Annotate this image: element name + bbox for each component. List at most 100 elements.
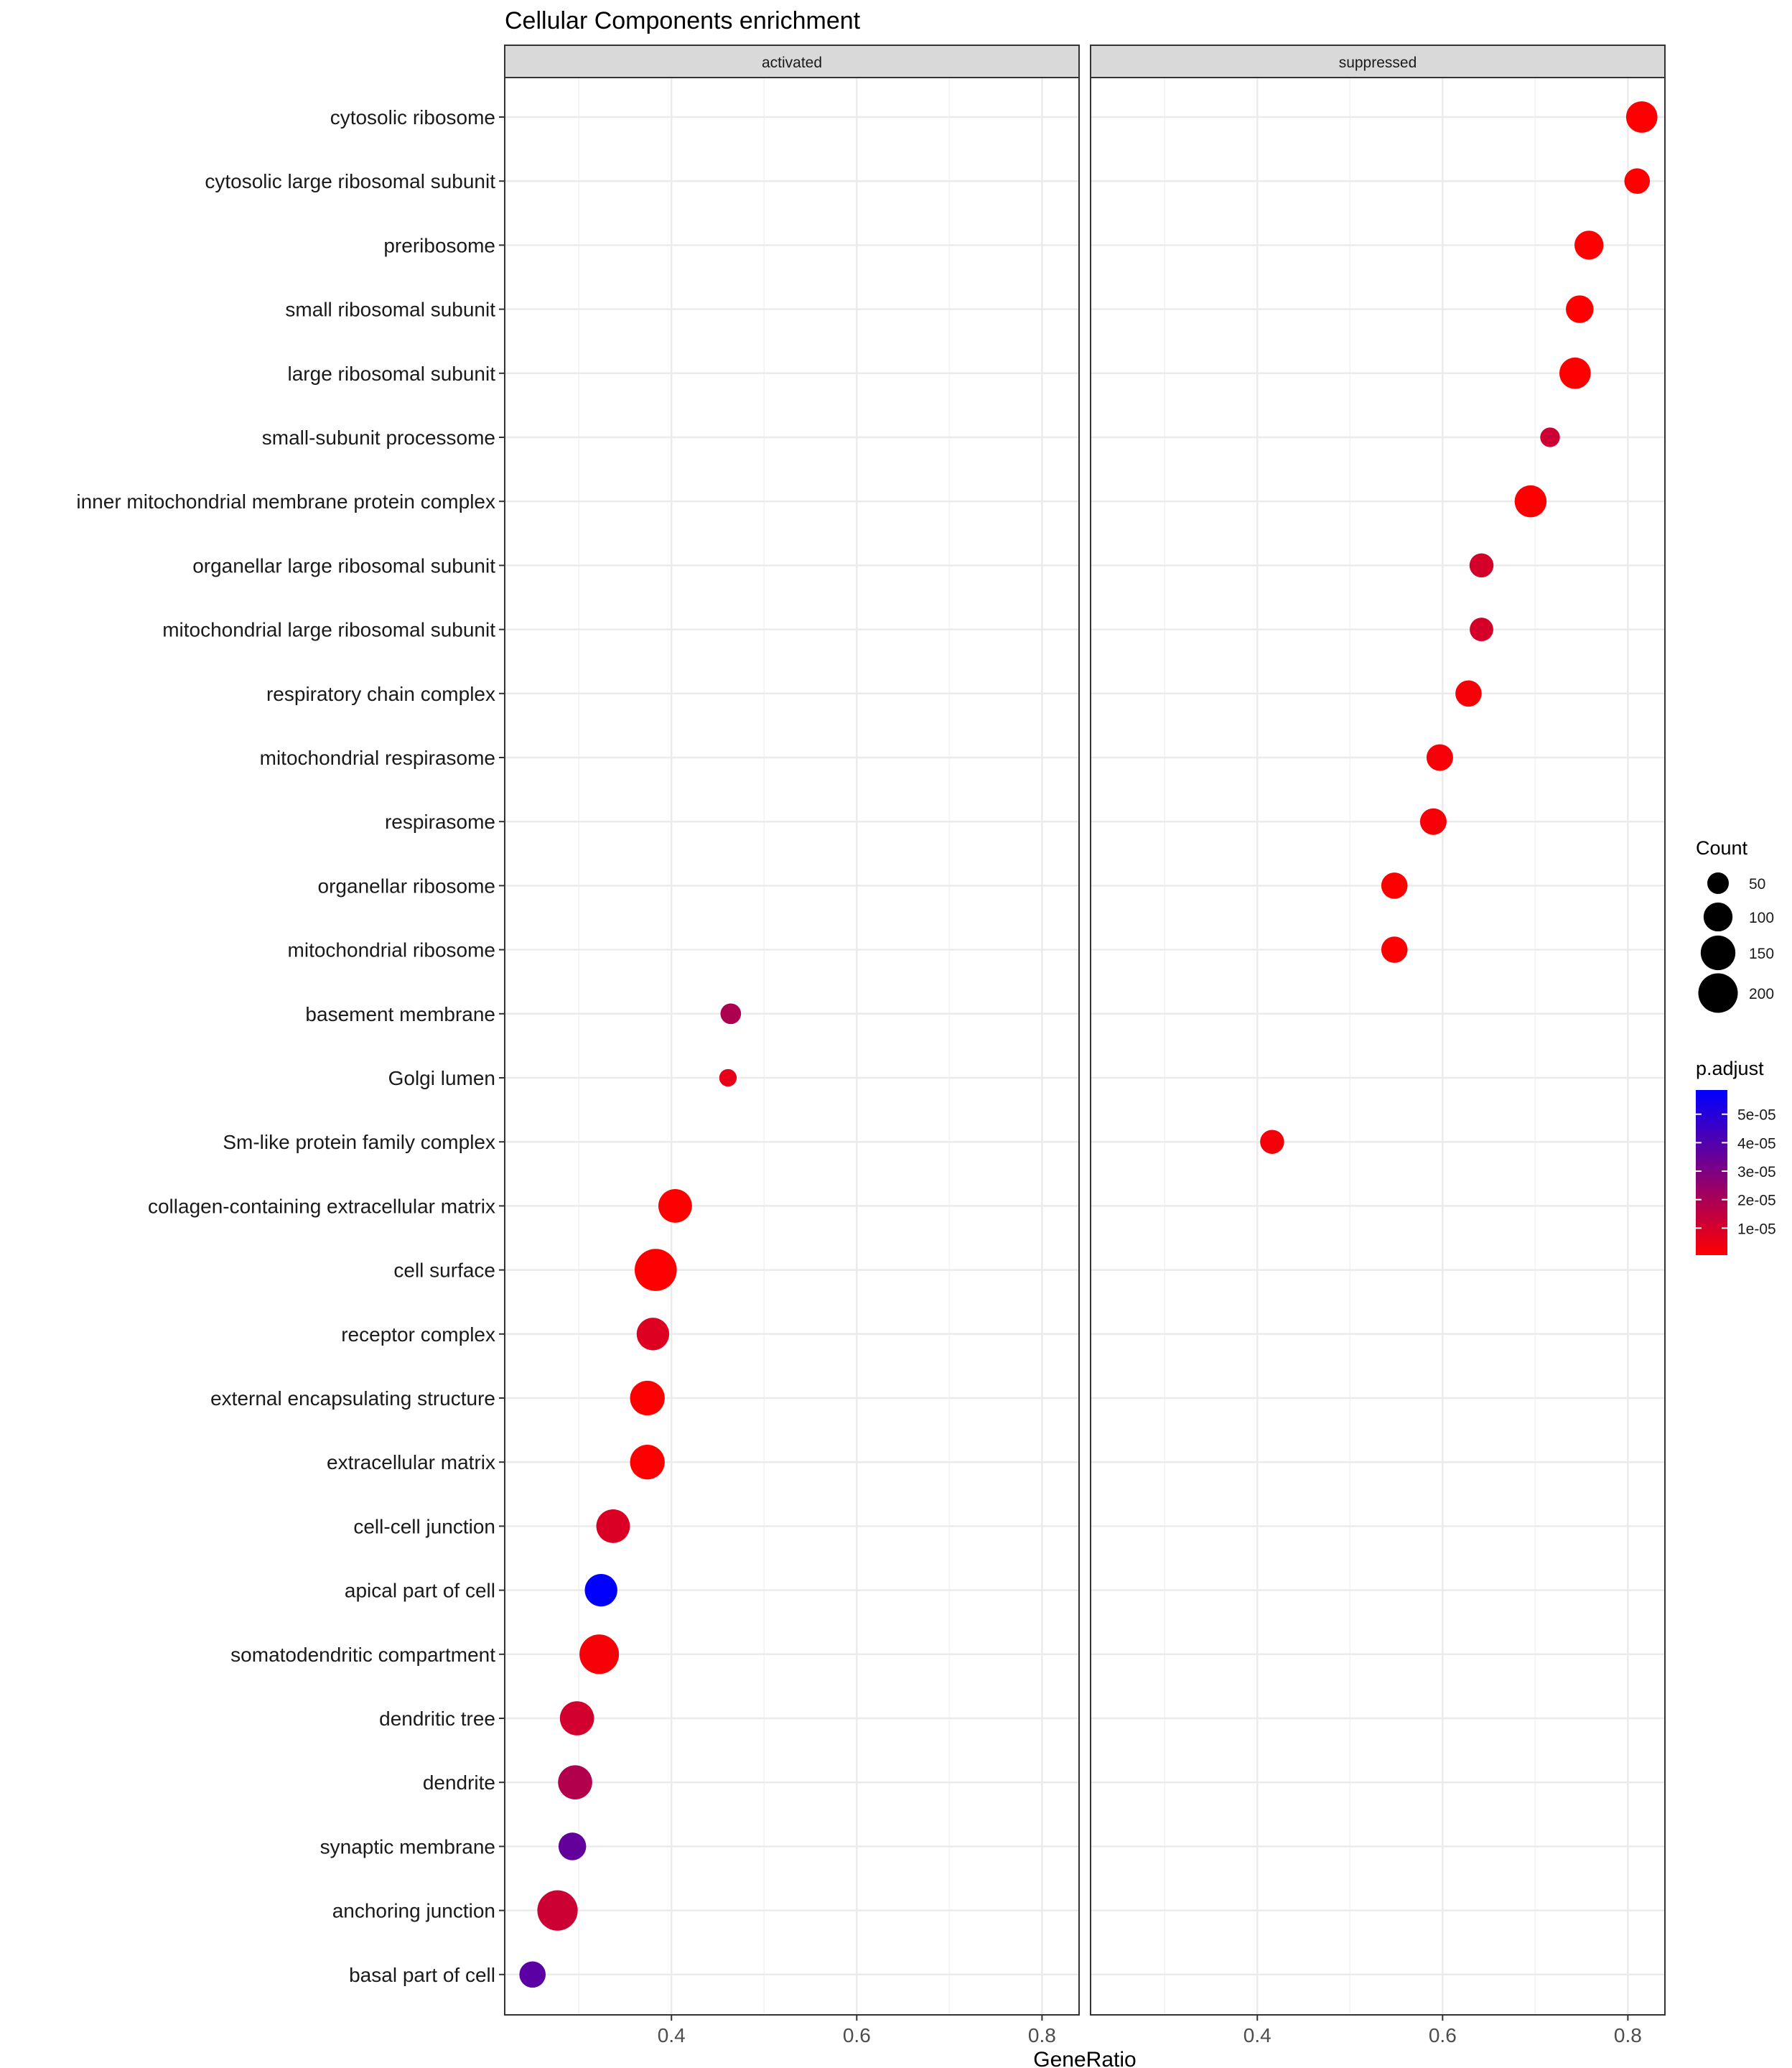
x-tick-label: 0.4 [658,2024,686,2046]
data-point [1419,808,1447,835]
data-point [635,1249,677,1291]
chart-title: Cellular Components enrichment [505,7,861,34]
y-tick-label: Golgi lumen [388,1067,495,1089]
data-point [1381,936,1408,963]
y-tick-label: cell surface [393,1259,495,1282]
y-tick-label: collagen-containing extracellular matrix [148,1195,495,1217]
panel-points [1260,101,1658,1154]
data-point [720,1003,742,1025]
color-bar-label: 3e-05 [1737,1164,1776,1180]
y-tick-label: respirasome [385,811,495,833]
data-point [1455,680,1482,707]
color-bar-label: 5e-05 [1737,1107,1776,1124]
data-point [1260,1130,1284,1154]
color-bar-label: 4e-05 [1737,1135,1776,1152]
y-tick-label: basal part of cell [349,1964,495,1986]
panel-suppressed: suppressed [1090,45,1666,2016]
y-tick-label: preribosome [383,234,495,256]
y-tick-label: anchoring junction [332,1900,495,1922]
x-tick-label: 0.8 [1028,2024,1056,2046]
panel-background [1091,78,1665,2015]
data-point [630,1380,665,1416]
data-point [658,1188,692,1223]
data-point [630,1445,665,1480]
y-tick-label: extracellular matrix [327,1451,495,1473]
data-point [1625,101,1658,133]
data-point [719,1068,737,1087]
y-tick-label: mitochondrial ribosome [288,939,495,961]
strip-activated [504,45,1080,78]
legend-color: p.adjust 5e-05 4e-05 3e-05 2e-05 1e-05 [1696,1058,1776,1255]
legend-count-key [1707,872,1729,894]
legend-color-title: p.adjust [1696,1058,1764,1079]
y-tick-label: organellar ribosome [318,875,495,897]
legend-count-label: 150 [1749,946,1774,962]
data-point [1381,872,1408,899]
data-point [519,1961,546,1988]
y-tick-label: cytosolic ribosome [330,106,495,129]
color-bar-label: 2e-05 [1737,1193,1776,1209]
legend-count-label: 100 [1749,910,1774,926]
y-tick-label: apical part of cell [345,1580,495,1602]
legend-count-title: Count [1696,837,1748,859]
data-point [1540,427,1560,447]
data-point [1574,230,1604,260]
y-tick-label: mitochondrial respirasome [260,747,495,769]
legend-count-key [1700,935,1736,971]
data-point [1566,295,1594,323]
y-tick-label: organellar large ribosomal subunit [192,554,495,577]
y-tick-label: synaptic membrane [320,1835,495,1858]
x-tick-label: 0.8 [1614,2024,1642,2046]
y-tick-label: basement membrane [305,1003,495,1025]
y-tick-label: Sm-like protein family complex [223,1131,495,1153]
y-tick-label: cytosolic large ribosomal subunit [205,170,495,192]
y-tick-label: cell-cell junction [353,1515,495,1537]
y-axis: cytosolic ribosome cytosolic large riboso… [76,106,505,1986]
x-axis: 0.4 0.6 0.8 0.4 0.6 0.8 [658,2015,1642,2046]
data-point [1469,553,1494,578]
data-point [1559,357,1591,389]
data-point [596,1509,630,1543]
strip-suppressed [1090,45,1666,78]
y-tick-label: inner mitochondrial membrane protein com… [76,490,495,513]
data-point [1426,744,1453,771]
legend-count-key [1703,902,1733,932]
y-tick-label: somatodendritic compartment [230,1644,495,1666]
x-tick-label: 0.4 [1243,2024,1271,2046]
legend-count: Count 50 100 150 200 [1696,837,1774,1013]
x-tick-label: 0.6 [1429,2024,1457,2046]
panel-activated: activated [504,45,1080,2016]
panel-grid [505,78,1079,2015]
x-axis-title: GeneRatio [1033,2048,1136,2068]
legend-count-label: 200 [1749,986,1774,1002]
panel-background [505,78,1079,2015]
data-point [559,1701,594,1736]
y-tick-label: dendrite [423,1771,495,1794]
y-tick-label: large ribosomal subunit [288,363,496,385]
y-tick-label: dendritic tree [379,1708,495,1730]
y-tick-label: small-subunit processome [262,427,495,449]
data-point [1470,618,1493,642]
y-tick-label: external encapsulating structure [210,1387,495,1410]
data-point [636,1318,670,1351]
data-point [579,1634,620,1675]
y-tick-label: mitochondrial large ribosomal subunit [162,619,495,641]
y-tick-label: small ribosomal subunit [285,299,495,321]
panel-grid [1091,78,1665,2015]
color-bar-label: 1e-05 [1737,1221,1776,1237]
data-point [558,1832,587,1860]
data-point [558,1765,592,1799]
panel-points [519,1003,742,1988]
data-point [1624,168,1651,195]
strip-label-activated: activated [762,55,822,71]
data-point [584,1573,617,1607]
y-tick-label: receptor complex [341,1323,495,1346]
data-point [537,1890,578,1931]
y-tick-label: respiratory chain complex [266,683,495,705]
x-tick-label: 0.6 [843,2024,871,2046]
data-point [1514,485,1547,518]
strip-label-suppressed: suppressed [1339,55,1417,71]
legend-count-key [1698,973,1738,1013]
legend-count-label: 50 [1749,876,1765,893]
